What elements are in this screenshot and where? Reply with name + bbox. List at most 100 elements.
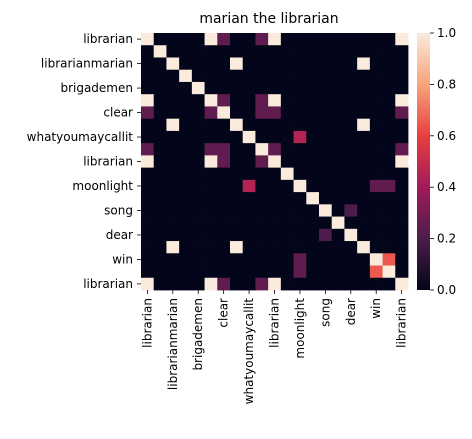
heatmap-cell [166, 69, 180, 83]
heatmap-cell [242, 81, 256, 95]
heatmap-cell [280, 57, 294, 71]
heatmap-cell [230, 130, 244, 144]
heatmap-cell [369, 228, 383, 242]
heatmap-cell [293, 192, 307, 205]
heatmap-cell [217, 265, 231, 279]
heatmap-cell [344, 33, 358, 46]
heatmap-cell [306, 204, 320, 217]
heatmap-cell [382, 94, 396, 107]
heatmap-cell [369, 192, 383, 205]
heatmap-cell [230, 265, 244, 279]
heatmap-cell [319, 228, 333, 242]
heatmap-cell [395, 33, 409, 46]
heatmap-cell [191, 155, 205, 169]
heatmap-cell [306, 118, 320, 132]
heatmap-cell [369, 179, 383, 193]
heatmap-cell [369, 81, 383, 95]
heatmap-cell [166, 204, 180, 217]
heatmap-cell [369, 277, 383, 291]
heatmap-cell [166, 45, 180, 58]
heatmap-cell [268, 94, 282, 107]
heatmap-cell [369, 94, 383, 107]
heatmap-cell [217, 106, 231, 120]
colorbar-tick-label: 1.0 [437, 26, 456, 40]
heatmap-cell [242, 106, 256, 120]
heatmap-cell [306, 179, 320, 193]
heatmap-cell [369, 143, 383, 156]
heatmap-cell [230, 81, 244, 95]
heatmap-cell [179, 69, 193, 83]
heatmap-cell [331, 130, 345, 144]
heatmap-cell [191, 265, 205, 279]
heatmap-cell [319, 192, 333, 205]
heatmap-cell [242, 45, 256, 58]
heatmap-cell [230, 192, 244, 205]
heatmap-cell [382, 69, 396, 83]
heatmap-cell [280, 216, 294, 230]
heatmap-cell [357, 155, 371, 169]
heatmap-cell [242, 277, 256, 291]
heatmap-cell [166, 155, 180, 169]
heatmap-cell [153, 167, 167, 181]
heatmap-cell [306, 167, 320, 181]
heatmap-cell [319, 241, 333, 254]
heatmap-cell [382, 118, 396, 132]
heatmap-cell [331, 228, 345, 242]
heatmap-cell [382, 167, 396, 181]
heatmap-cell [306, 130, 320, 144]
heatmap-cell [382, 143, 396, 156]
heatmap-cell [382, 216, 396, 230]
heatmap-cell [369, 216, 383, 230]
heatmap-cell [344, 155, 358, 169]
heatmap-cell [141, 216, 155, 230]
heatmap-cell [306, 253, 320, 266]
heatmap-cell [293, 81, 307, 95]
heatmap-cell [357, 81, 371, 95]
heatmap-cell [204, 69, 218, 83]
heatmap-cell [153, 216, 167, 230]
heatmap-cell [319, 118, 333, 132]
heatmap-cell [319, 33, 333, 46]
heatmap-cell [179, 216, 193, 230]
heatmap-cell [331, 69, 345, 83]
heatmap-cell [179, 179, 193, 193]
heatmap-cell [268, 192, 282, 205]
heatmap-cell [293, 277, 307, 291]
heatmap-cell [204, 118, 218, 132]
y-tick-label: whatyoumaycallit [27, 130, 134, 144]
heatmap-cell [331, 265, 345, 279]
heatmap-cell [280, 265, 294, 279]
heatmap-cell [166, 57, 180, 71]
heatmap-cell [395, 204, 409, 217]
heatmap-cell [331, 45, 345, 58]
heatmap-cell [331, 143, 345, 156]
heatmap-cell [395, 94, 409, 107]
heatmap-cell [344, 192, 358, 205]
heatmap-cell [268, 57, 282, 71]
heatmap-cell [153, 130, 167, 144]
heatmap-cell [357, 94, 371, 107]
heatmap-cell [230, 179, 244, 193]
heatmap-cell [293, 118, 307, 132]
x-tick-label: librarian [268, 298, 282, 348]
heatmap-cell [268, 81, 282, 95]
heatmap-cell [268, 45, 282, 58]
heatmap-cell [268, 216, 282, 230]
heatmap-cell [344, 118, 358, 132]
heatmap-cell [153, 204, 167, 217]
heatmap-cell [255, 143, 269, 156]
heatmap-cell [331, 253, 345, 266]
heatmap-cell [242, 265, 256, 279]
heatmap-cell [280, 118, 294, 132]
heatmap-cell [344, 265, 358, 279]
heatmap-cell [319, 204, 333, 217]
heatmap-cell [369, 33, 383, 46]
heatmap-cell [293, 155, 307, 169]
heatmap-cell [255, 241, 269, 254]
heatmap-cell [141, 143, 155, 156]
heatmap-cell [179, 241, 193, 254]
heatmap-cell [319, 155, 333, 169]
heatmap-cell [204, 192, 218, 205]
heatmap-cell [242, 118, 256, 132]
